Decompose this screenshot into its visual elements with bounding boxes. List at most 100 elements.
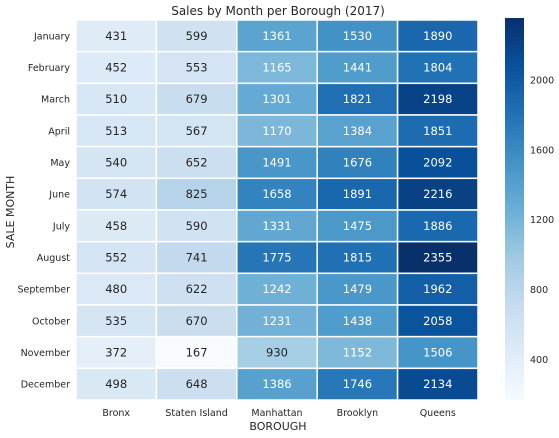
cell-value-label: 1815: [343, 251, 372, 265]
cell-value-label: 1821: [343, 92, 372, 106]
colorbar: [505, 18, 524, 400]
cell-value-label: 679: [186, 92, 208, 106]
heatmap-cell: [316, 177, 399, 211]
heatmap-cell: [155, 145, 238, 180]
cell-value-label: 1491: [262, 156, 291, 170]
cell-value-label: 2216: [423, 187, 452, 201]
cell-value-label: 498: [105, 377, 127, 391]
cell-value-label: 513: [105, 124, 127, 138]
cell-value-label: 590: [186, 219, 208, 233]
cell-value-label: 458: [105, 219, 127, 233]
y-tick-label: November: [21, 348, 71, 359]
cell-value-label: 540: [105, 156, 127, 170]
heatmap-cell: [396, 367, 479, 401]
heatmap-cell: [155, 367, 238, 401]
cell-value-label: 1242: [262, 282, 291, 296]
cell-value-label: 1165: [262, 61, 291, 75]
y-tick-label: June: [48, 190, 70, 201]
y-tick-label: February: [28, 63, 70, 74]
cell-value-label: 1804: [423, 61, 452, 75]
heatmap-cell: [316, 114, 399, 148]
cell-value-label: 1441: [343, 61, 372, 75]
heatmap-cell: [75, 304, 158, 338]
heatmap-cell: [155, 177, 238, 211]
cell-value-label: 1475: [343, 219, 372, 233]
heatmap-cell: [75, 50, 158, 85]
heatmap-cell: [396, 114, 479, 148]
cell-value-label: 372: [105, 346, 127, 360]
heatmap-cell: [396, 304, 479, 338]
cell-value-label: 452: [105, 61, 127, 75]
cell-value-label: 1384: [343, 124, 372, 138]
y-tick-label: May: [50, 158, 70, 169]
cell-value-label: 480: [105, 282, 127, 296]
cell-value-label: 1361: [262, 29, 291, 43]
cell-value-label: 2058: [423, 314, 452, 328]
cell-value-label: 825: [186, 187, 208, 201]
y-axis-tick-labels: January February March April May June July Augu…: [17, 31, 70, 390]
y-tick-label: December: [21, 380, 70, 391]
heatmap-cell: [75, 240, 158, 275]
cell-value-label: 1301: [262, 92, 291, 106]
heatmap-cell: [75, 114, 158, 148]
cell-value-label: 1676: [343, 156, 372, 170]
y-tick-label: September: [17, 285, 70, 296]
cell-value-label: 1891: [343, 187, 372, 201]
heatmap-cell: [236, 335, 318, 370]
x-tick-label: Brooklyn: [337, 408, 379, 419]
heatmap-cell: [155, 19, 238, 53]
heatmap-cell: [75, 209, 158, 243]
heatmap-cell: [236, 145, 318, 180]
heatmap-cell: [155, 114, 238, 148]
cell-value-label: 1479: [343, 282, 372, 296]
heatmap-cell: [75, 19, 158, 53]
heatmap-cell: [75, 145, 158, 180]
colorbar-tick-label: 800: [530, 285, 548, 296]
cell-value-label: 1438: [343, 314, 372, 328]
cell-value-label: 930: [266, 346, 288, 360]
cell-value-label: 167: [186, 346, 208, 360]
x-tick-label: Manhattan: [251, 408, 302, 419]
cell-value-label: 1658: [262, 187, 291, 201]
cell-value-label: 1530: [343, 29, 372, 43]
cell-value-label: 552: [105, 251, 127, 265]
cell-value-label: 2355: [423, 251, 452, 265]
cell-value-label: 2092: [423, 156, 452, 170]
cell-value-label: 622: [186, 282, 208, 296]
y-tick-label: August: [37, 253, 71, 264]
heatmap-cell: [316, 82, 399, 116]
heatmap-cell: [236, 304, 318, 338]
cell-value-label: 1152: [343, 346, 372, 360]
cell-value-label: 599: [186, 29, 208, 43]
colorbar-tick-labels: 400 800 1200 1600 2000: [530, 75, 554, 365]
cell-value-label: 574: [105, 187, 127, 201]
x-tick-label: Bronx: [102, 408, 130, 419]
cell-value-label: 510: [105, 92, 127, 106]
cell-value-label: 1170: [262, 124, 291, 138]
cell-value-label: 1231: [262, 314, 291, 328]
heatmap-cell: [155, 304, 238, 338]
cell-value-label: 535: [105, 314, 127, 328]
heatmap-cell: [155, 272, 238, 306]
cell-value-label: 2134: [423, 377, 452, 391]
y-axis-title: SALE MONTH: [4, 176, 17, 249]
heatmap-cell: [316, 367, 399, 401]
cell-value-label: 567: [186, 124, 208, 138]
cell-value-label: 1890: [423, 29, 452, 43]
heatmap-cell: [396, 335, 479, 370]
colorbar-tick-label: 1600: [530, 145, 554, 156]
heatmap-cell: [396, 177, 479, 211]
heatmap-grid: [75, 19, 479, 401]
cell-value-label: 1331: [262, 219, 291, 233]
heatmap-value-labels: 431 599 1361 1530 1890 452 553 1165 1441 1804 510 6…: [105, 29, 452, 391]
x-axis-title: BOROUGH: [249, 420, 306, 433]
heatmap-cell: [316, 304, 399, 338]
y-tick-label: January: [33, 31, 70, 42]
y-tick-label: October: [32, 316, 70, 327]
cell-value-label: 1851: [423, 124, 452, 138]
cell-value-label: 1775: [262, 251, 291, 265]
y-tick-label: March: [41, 95, 70, 106]
cell-value-label: 1746: [343, 377, 372, 391]
y-tick-label: July: [52, 221, 70, 232]
colorbar-tick-label: 1200: [530, 215, 554, 226]
